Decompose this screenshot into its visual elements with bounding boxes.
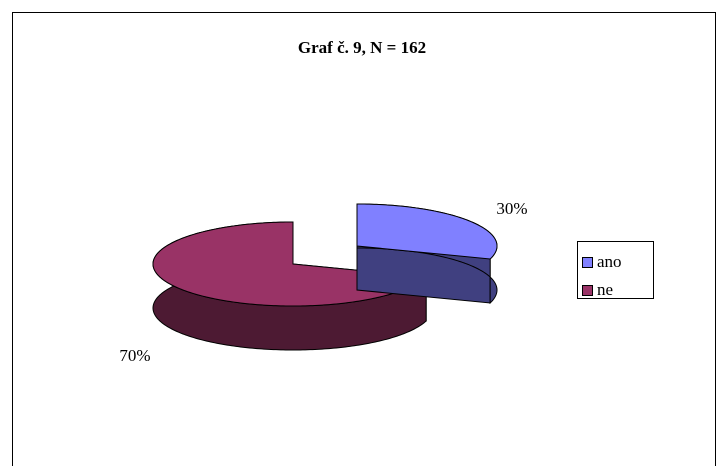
legend-swatch [582,257,593,268]
legend-label: ne [597,280,613,299]
data-label: 30% [496,199,527,218]
slice [356,203,498,260]
chart-title: Graf č. 9, N = 162 [298,38,426,57]
legend-label: ano [597,252,622,271]
data-label: 70% [119,346,150,365]
legend-swatch [582,285,593,296]
